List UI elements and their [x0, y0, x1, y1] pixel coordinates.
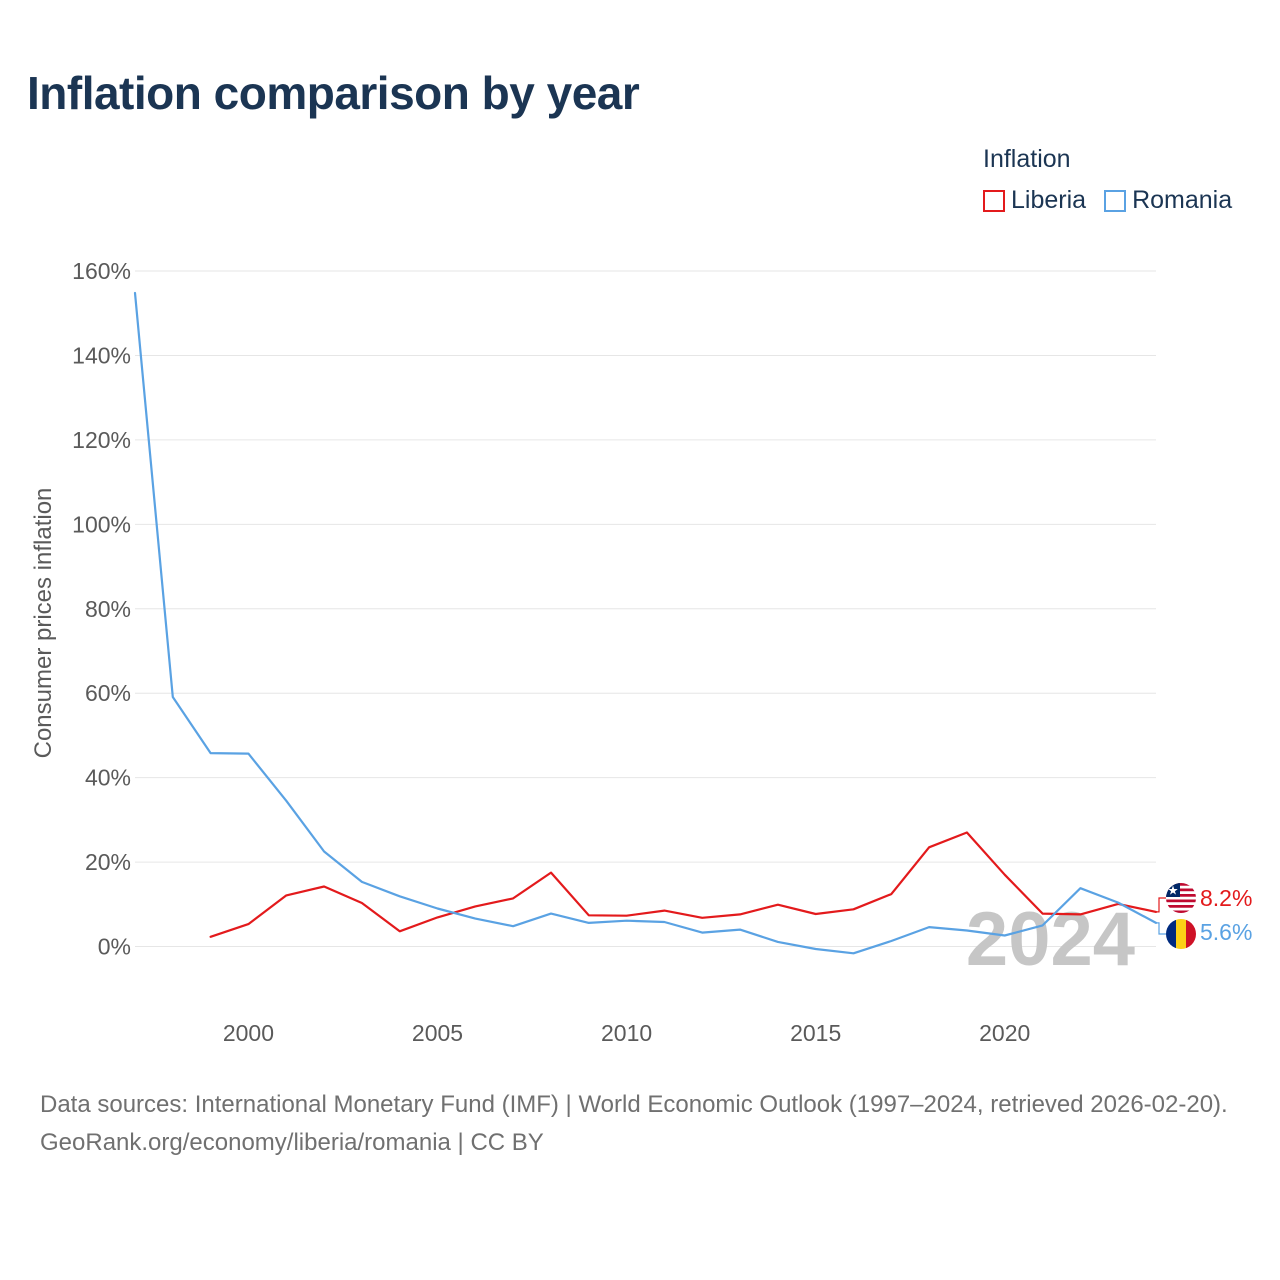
- data-point-liberia[interactable]: [737, 911, 743, 917]
- y-tick-label: 80%: [85, 596, 131, 622]
- data-point-romania[interactable]: [888, 938, 894, 944]
- liberia-end-value: 8.2%: [1200, 885, 1252, 911]
- data-point-liberia[interactable]: [397, 928, 403, 934]
- romania-label-connector: [1156, 922, 1166, 935]
- data-point-liberia[interactable]: [699, 915, 705, 921]
- y-tick-label: 120%: [72, 427, 131, 453]
- data-point-liberia[interactable]: [548, 870, 554, 876]
- x-tick-label: 2010: [601, 1020, 652, 1046]
- data-point-liberia[interactable]: [1077, 911, 1083, 917]
- legend-label-liberia: Liberia: [1011, 186, 1087, 214]
- attribution-link[interactable]: GeoRank.org/economy/liberia/romania | CC…: [40, 1129, 544, 1156]
- data-point-liberia[interactable]: [208, 934, 214, 940]
- data-point-liberia[interactable]: [851, 906, 857, 912]
- data-point-romania[interactable]: [624, 918, 630, 924]
- data-point-liberia[interactable]: [245, 921, 251, 927]
- x-tick-label: 2015: [790, 1020, 841, 1046]
- data-point-liberia[interactable]: [1040, 911, 1046, 917]
- liberia-end-marker: 8.2%: [1156, 883, 1252, 913]
- x-tick-label: 2000: [223, 1020, 274, 1046]
- data-sources: Data sources: International Monetary Fun…: [40, 1091, 1228, 1118]
- data-point-romania[interactable]: [1002, 933, 1008, 939]
- liberia-label-connector: [1156, 897, 1166, 913]
- data-point-romania[interactable]: [208, 750, 214, 756]
- data-point-romania[interactable]: [851, 950, 857, 956]
- legend-swatch-romania: [1104, 189, 1127, 212]
- y-tick-label: 40%: [85, 765, 131, 791]
- data-point-romania[interactable]: [435, 906, 441, 912]
- x-tick-label: 2020: [979, 1020, 1030, 1046]
- year-watermark: 2024: [966, 897, 1135, 982]
- romania-end-marker: 5.6%: [1156, 919, 1252, 949]
- data-point-romania[interactable]: [170, 694, 176, 700]
- data-point-romania[interactable]: [472, 916, 478, 922]
- data-point-romania[interactable]: [245, 751, 251, 757]
- data-point-romania[interactable]: [1077, 885, 1083, 891]
- chart-title: Inflation comparison by year: [27, 67, 640, 119]
- legend-item-liberia[interactable]: Liberia: [983, 186, 1086, 215]
- footer: Data sources: International Monetary Fun…: [40, 1086, 1250, 1162]
- y-tick-label: 160%: [72, 258, 131, 284]
- series-line-romania: [133, 291, 1158, 955]
- data-point-romania[interactable]: [548, 911, 554, 917]
- data-point-romania[interactable]: [321, 849, 327, 855]
- data-point-liberia[interactable]: [888, 891, 894, 897]
- data-point-romania[interactable]: [397, 893, 403, 899]
- data-point-romania[interactable]: [775, 939, 781, 945]
- data-point-liberia[interactable]: [1002, 872, 1008, 878]
- y-tick-label: 60%: [85, 680, 131, 706]
- data-point-liberia[interactable]: [926, 844, 932, 850]
- data-point-liberia[interactable]: [775, 902, 781, 908]
- data-point-liberia[interactable]: [283, 892, 289, 898]
- data-point-romania[interactable]: [1115, 900, 1121, 906]
- data-point-liberia[interactable]: [359, 900, 365, 906]
- legend-swatch-liberia: [983, 189, 1005, 212]
- y-axis-ticks: 0% 20% 40% 60% 80% 100% 120% 140% 160%: [72, 258, 131, 960]
- data-point-romania[interactable]: [964, 928, 970, 934]
- data-point-romania[interactable]: [661, 919, 667, 925]
- y-axis-label: Consumer prices inflation: [30, 488, 57, 759]
- y-tick-label: 140%: [72, 342, 131, 368]
- data-point-liberia[interactable]: [586, 912, 592, 918]
- x-tick-label: 2005: [412, 1020, 463, 1046]
- data-point-liberia[interactable]: [661, 908, 667, 914]
- data-point-romania[interactable]: [132, 290, 138, 296]
- data-point-romania[interactable]: [699, 930, 705, 936]
- legend-item-romania[interactable]: Romania: [1104, 186, 1232, 215]
- data-point-romania[interactable]: [510, 923, 516, 929]
- series-lines: [132, 290, 1158, 956]
- romania-end-value: 5.6%: [1200, 919, 1252, 945]
- data-point-romania[interactable]: [359, 879, 365, 885]
- series-line-liberia: [209, 831, 1158, 938]
- x-axis-ticks: 2000 2005 2010 2015 2020: [223, 1020, 1030, 1046]
- legend-label-romania: Romania: [1132, 186, 1233, 214]
- romania-flag-icon: [1166, 919, 1196, 949]
- data-point-romania[interactable]: [737, 927, 743, 933]
- legend-title: Inflation: [983, 145, 1071, 173]
- legend: Inflation Liberia Romania: [983, 144, 1232, 215]
- data-point-liberia[interactable]: [435, 914, 441, 920]
- data-point-liberia[interactable]: [321, 884, 327, 890]
- data-point-liberia[interactable]: [472, 903, 478, 909]
- y-tick-label: 100%: [72, 511, 131, 537]
- data-point-liberia[interactable]: [964, 830, 970, 836]
- data-point-romania[interactable]: [283, 798, 289, 804]
- legend-items: Liberia Romania: [983, 186, 1232, 215]
- data-point-liberia[interactable]: [510, 895, 516, 901]
- line-chart: 2024 0% 20% 40% 60% 80% 100% 120% 140% 160% 2000…: [30, 258, 1252, 1046]
- data-point-liberia[interactable]: [813, 911, 819, 917]
- data-point-romania[interactable]: [926, 924, 932, 930]
- data-point-romania[interactable]: [586, 920, 592, 926]
- y-tick-label: 0%: [98, 934, 131, 960]
- y-tick-label: 20%: [85, 849, 131, 875]
- data-point-romania[interactable]: [813, 946, 819, 952]
- gridlines: [135, 270, 1156, 947]
- data-point-romania[interactable]: [1040, 922, 1046, 928]
- liberia-flag-icon: [1166, 883, 1196, 913]
